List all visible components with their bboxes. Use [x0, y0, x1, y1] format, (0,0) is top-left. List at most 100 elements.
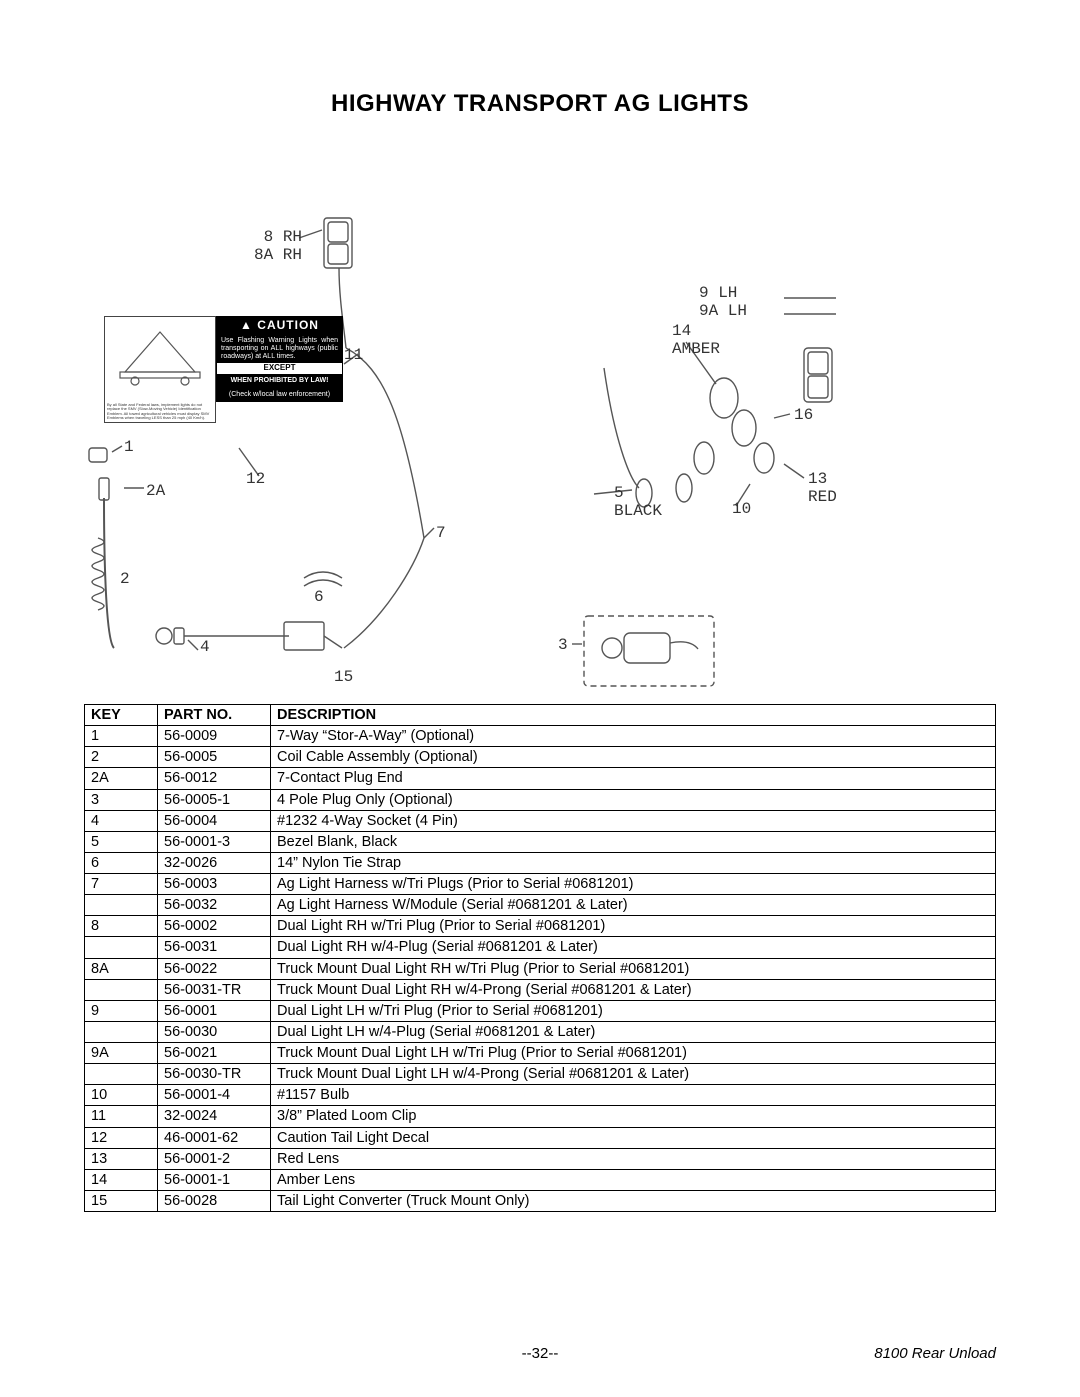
table-cell: 14 [85, 1169, 158, 1190]
table-cell: Coil Cable Assembly (Optional) [271, 747, 996, 768]
caution-decal: ▲ CAUTION Use Flashing Warning Lights wh… [216, 316, 343, 402]
caution-body-1: Use Flashing Warning Lights when transpo… [217, 334, 342, 363]
footer-model: 8100 Rear Unload [874, 1345, 996, 1362]
table-row: 1356-0001-2Red Lens [85, 1148, 996, 1169]
table-cell: 13 [85, 1148, 158, 1169]
table-row: 632-002614” Nylon Tie Strap [85, 852, 996, 873]
table-row: 1456-0001-1Amber Lens [85, 1169, 996, 1190]
table-cell: 56-0030 [158, 1021, 271, 1042]
table-cell: 10 [85, 1085, 158, 1106]
table-cell: 5 [85, 831, 158, 852]
table-row: 56-0030Dual Light LH w/4-Plug (Serial #0… [85, 1021, 996, 1042]
col-part-no: PART NO. [158, 705, 271, 726]
table-cell: Tail Light Converter (Truck Mount Only) [271, 1190, 996, 1211]
warning-triangle-icon: ▲ [240, 319, 253, 332]
table-cell: Dual Light RH w/Tri Plug (Prior to Seria… [271, 916, 996, 937]
table-cell: 15 [85, 1190, 158, 1211]
table-cell: Truck Mount Dual Light RH w/4-Prong (Ser… [271, 979, 996, 1000]
table-cell: Truck Mount Dual Light RH w/Tri Plug (Pr… [271, 958, 996, 979]
table-cell: Dual Light LH w/Tri Plug (Prior to Seria… [271, 1000, 996, 1021]
table-cell [85, 1064, 158, 1085]
table-cell: 56-0001 [158, 1000, 271, 1021]
table-cell: 56-0001-3 [158, 831, 271, 852]
table-row: 256-0005Coil Cable Assembly (Optional) [85, 747, 996, 768]
table-row: 156-00097-Way “Stor-A-Way” (Optional) [85, 726, 996, 747]
callout-2a: 2A [146, 482, 165, 500]
table-row: 56-0032Ag Light Harness W/Module (Serial… [85, 895, 996, 916]
table-row: 2A56-00127-Contact Plug End [85, 768, 996, 789]
table-cell: 2 [85, 747, 158, 768]
callout-10: 10 [732, 500, 751, 518]
table-cell [85, 895, 158, 916]
table-cell: 8A [85, 958, 158, 979]
table-cell: 56-0028 [158, 1190, 271, 1211]
footer-page-number: --32-- [84, 1345, 996, 1362]
table-cell: Red Lens [271, 1148, 996, 1169]
table-row: 1246-0001-62Caution Tail Light Decal [85, 1127, 996, 1148]
table-cell: 12 [85, 1127, 158, 1148]
table-cell: Bezel Blank, Black [271, 831, 996, 852]
callout-13: 13 RED [808, 470, 837, 506]
table-cell: 46-0001-62 [158, 1127, 271, 1148]
table-cell: #1232 4-Way Socket (4 Pin) [271, 810, 996, 831]
table-cell: Truck Mount Dual Light LH w/Tri Plug (Pr… [271, 1043, 996, 1064]
table-cell: Caution Tail Light Decal [271, 1127, 996, 1148]
callout-3: 3 [558, 636, 568, 654]
table-cell: 56-0030-TR [158, 1064, 271, 1085]
table-cell: 56-0022 [158, 958, 271, 979]
smv-icon [105, 317, 215, 387]
callout-1: 1 [124, 438, 134, 456]
diagram-svg [84, 138, 996, 698]
table-row: 56-0030-TRTruck Mount Dual Light LH w/4-… [85, 1064, 996, 1085]
table-cell: 4 [85, 810, 158, 831]
callout-6: 6 [314, 588, 324, 606]
table-cell: 3 [85, 789, 158, 810]
table-cell [85, 1021, 158, 1042]
col-description: DESCRIPTION [271, 705, 996, 726]
table-row: 556-0001-3Bezel Blank, Black [85, 831, 996, 852]
callout-9: 9 LH 9A LH [699, 284, 747, 320]
table-row: 8A56-0022Truck Mount Dual Light RH w/Tri… [85, 958, 996, 979]
caution-header-text: CAUTION [257, 318, 319, 332]
table-cell [85, 979, 158, 1000]
table-cell: Ag Light Harness W/Module (Serial #06812… [271, 895, 996, 916]
callout-14: 14 AMBER [672, 322, 720, 358]
table-cell: 56-0009 [158, 726, 271, 747]
table-cell: 7-Way “Stor-A-Way” (Optional) [271, 726, 996, 747]
table-row: 856-0002Dual Light RH w/Tri Plug (Prior … [85, 916, 996, 937]
table-cell: 56-0001-1 [158, 1169, 271, 1190]
caution-except: EXCEPT [217, 363, 342, 374]
table-cell: 56-0012 [158, 768, 271, 789]
table-cell: 9 [85, 1000, 158, 1021]
table-cell: 14” Nylon Tie Strap [271, 852, 996, 873]
table-cell [85, 937, 158, 958]
page: HIGHWAY TRANSPORT AG LIGHTS [0, 0, 1080, 1397]
table-cell: 56-0031-TR [158, 979, 271, 1000]
callout-16: 16 [794, 406, 813, 424]
table-cell: 4 Pole Plug Only (Optional) [271, 789, 996, 810]
col-key: KEY [85, 705, 158, 726]
caution-body-2: WHEN PROHIBITED BY LAW! [217, 374, 342, 388]
callout-8: 8 RH 8A RH [254, 228, 302, 264]
table-cell: 56-0021 [158, 1043, 271, 1064]
table-cell: Ag Light Harness w/Tri Plugs (Prior to S… [271, 874, 996, 895]
callout-2: 2 [120, 570, 130, 588]
callout-5: 5 BLACK [614, 484, 662, 520]
table-row: 356-0005-14 Pole Plug Only (Optional) [85, 789, 996, 810]
table-cell: Dual Light LH w/4-Plug (Serial #0681201 … [271, 1021, 996, 1042]
table-cell: 56-0001-4 [158, 1085, 271, 1106]
table-cell: 32-0024 [158, 1106, 271, 1127]
table-cell: Amber Lens [271, 1169, 996, 1190]
table-cell: 56-0001-2 [158, 1148, 271, 1169]
table-row: 956-0001Dual Light LH w/Tri Plug (Prior … [85, 1000, 996, 1021]
table-cell: #1157 Bulb [271, 1085, 996, 1106]
callout-12: 12 [246, 470, 265, 488]
table-row: 1556-0028Tail Light Converter (Truck Mou… [85, 1190, 996, 1211]
caution-body-3: (Check w/local law enforcement) [217, 388, 342, 402]
callout-11: 11 [344, 346, 363, 364]
table-cell: 2A [85, 768, 158, 789]
table-cell: Truck Mount Dual Light LH w/4-Prong (Ser… [271, 1064, 996, 1085]
table-row: 1056-0001-4#1157 Bulb [85, 1085, 996, 1106]
table-header-row: KEY PART NO. DESCRIPTION [85, 705, 996, 726]
callout-15: 15 [334, 668, 353, 686]
